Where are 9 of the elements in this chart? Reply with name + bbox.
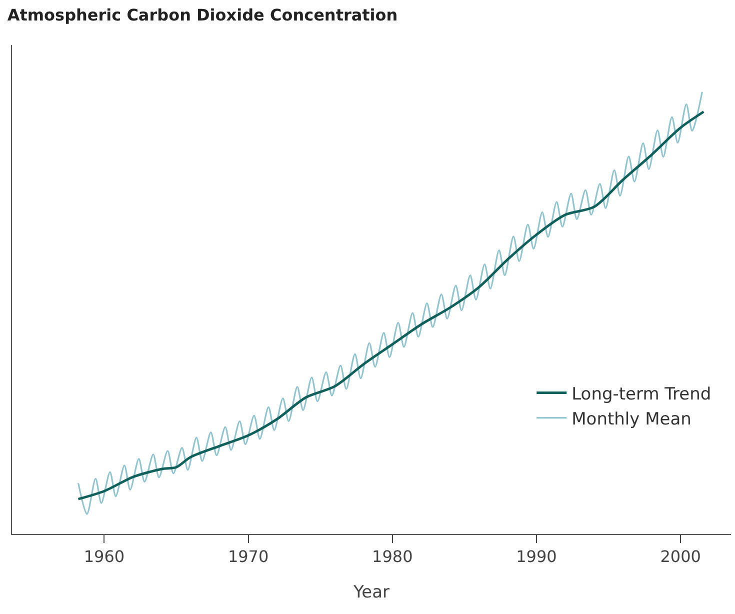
legend-label: Long-term Trend — [572, 384, 712, 404]
legend-label: Monthly Mean — [572, 409, 692, 430]
x-tick-label: 1960 — [84, 547, 125, 566]
x-axis-title: Year — [352, 582, 390, 603]
x-tick-label: 1990 — [516, 547, 557, 566]
chart-title: Atmospheric Carbon Dioxide Concentration — [7, 5, 398, 24]
x-tick-label: 2000 — [660, 547, 701, 566]
x-tick-label: 1980 — [372, 547, 413, 566]
x-tick-label: 1970 — [228, 547, 269, 566]
